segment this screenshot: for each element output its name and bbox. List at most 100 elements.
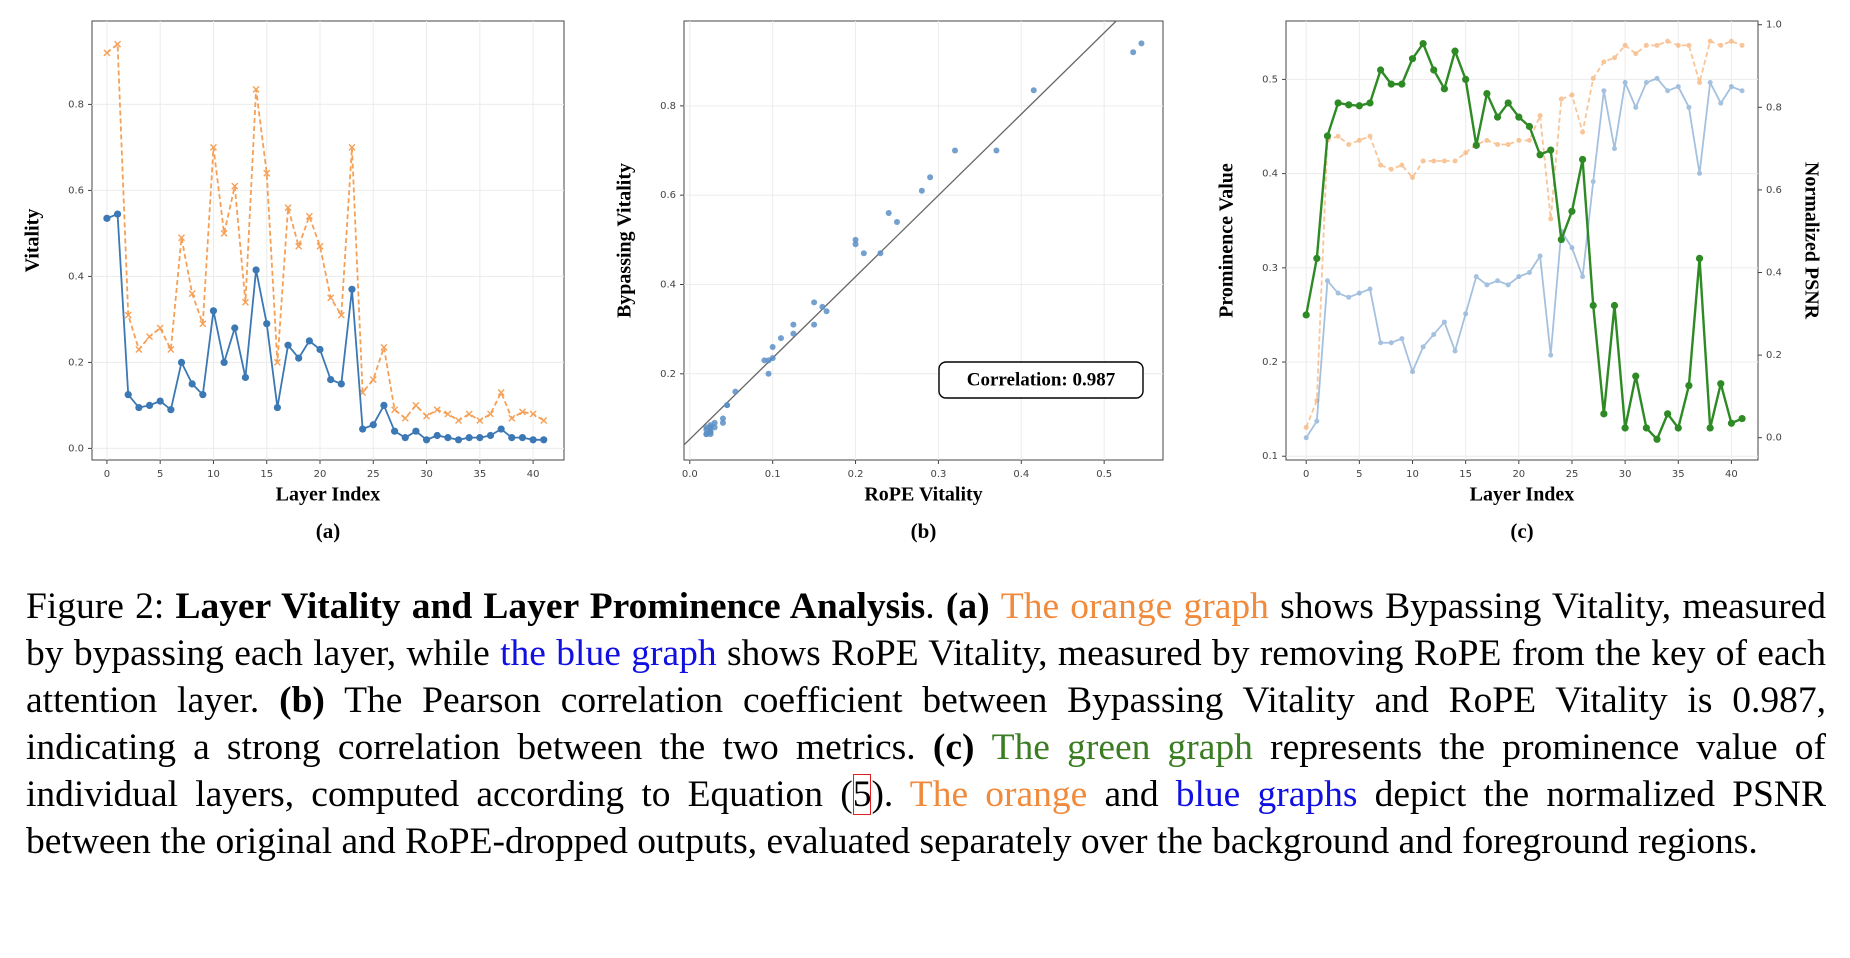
marker xyxy=(348,143,356,151)
marker xyxy=(1697,80,1703,86)
panel-label: (a) xyxy=(316,519,341,543)
caption-text: The orange graph xyxy=(1000,586,1269,627)
points xyxy=(684,21,1145,446)
caption-text: The Pearson correlation coefficient betw… xyxy=(26,680,1826,768)
fit-line xyxy=(684,21,1118,446)
marker xyxy=(1589,301,1597,310)
marker xyxy=(1484,282,1490,288)
x-tick-label: 0.3 xyxy=(930,469,946,480)
marker xyxy=(1633,104,1639,110)
marker xyxy=(1537,113,1543,119)
marker xyxy=(529,436,537,444)
marker xyxy=(1642,424,1650,432)
marker xyxy=(1377,66,1385,74)
marker xyxy=(1557,235,1565,244)
marker xyxy=(412,401,420,409)
x-tick-label: 40 xyxy=(527,469,540,480)
marker xyxy=(241,373,250,382)
marker xyxy=(1611,146,1617,152)
marker xyxy=(1463,150,1469,156)
point xyxy=(769,355,776,362)
marker xyxy=(1463,311,1469,317)
y2-tick-label: 0.0 xyxy=(1766,433,1782,444)
marker xyxy=(252,266,260,274)
y-tick-label: 0.4 xyxy=(660,279,676,290)
marker xyxy=(188,290,196,298)
x-axis-label: RoPE Vitality xyxy=(864,484,982,506)
x-tick-label: 30 xyxy=(1619,469,1632,480)
figure: 0 5 10 15 20 25 30 35 40 0.0 0.2 0.4 0.6 0.8 Layer Ind… xyxy=(22,20,1823,543)
marker xyxy=(241,298,249,306)
marker xyxy=(1548,216,1554,222)
x-tick-label: 15 xyxy=(1459,469,1472,480)
point xyxy=(885,210,892,217)
marker xyxy=(1356,290,1362,296)
marker xyxy=(135,403,143,412)
marker xyxy=(1686,42,1692,48)
marker xyxy=(113,210,122,218)
point xyxy=(893,218,900,225)
caption: Figure 2: Layer Vitality and Layer Promi… xyxy=(26,583,1826,865)
marker xyxy=(1516,274,1522,280)
point xyxy=(951,147,958,154)
marker xyxy=(1717,380,1725,388)
series xyxy=(103,40,548,424)
marker xyxy=(1580,129,1586,135)
marker xyxy=(1504,99,1512,107)
marker xyxy=(1675,84,1681,90)
marker xyxy=(518,408,526,416)
marker xyxy=(476,434,484,442)
caption-text: The green graph xyxy=(991,727,1253,768)
point xyxy=(1130,49,1137,56)
point xyxy=(777,335,784,342)
marker xyxy=(1323,132,1332,140)
marker xyxy=(1303,424,1309,430)
x-tick-label: 40 xyxy=(1725,469,1738,480)
point xyxy=(852,241,859,248)
marker xyxy=(1654,75,1660,81)
marker xyxy=(1346,294,1352,300)
x-tick-label: 25 xyxy=(1566,469,1579,480)
marker xyxy=(1495,141,1501,147)
marker xyxy=(1685,381,1693,390)
marker xyxy=(433,406,441,414)
marker xyxy=(252,85,260,93)
y-tick-label: 0.2 xyxy=(660,369,676,380)
marker xyxy=(1387,80,1395,88)
y2-tick-label: 0.8 xyxy=(1766,102,1782,113)
caption-text: . xyxy=(925,586,946,627)
marker xyxy=(1727,419,1736,427)
marker xyxy=(486,431,495,440)
y-axis-label: Prominence Value xyxy=(1216,163,1238,318)
marker xyxy=(1600,410,1608,418)
y2-tick-label: 0.4 xyxy=(1766,268,1782,279)
caption-text: (c) xyxy=(932,727,992,768)
x-tick-label: 35 xyxy=(1672,469,1685,480)
point xyxy=(790,321,797,328)
marker xyxy=(273,358,281,366)
marker xyxy=(124,391,132,399)
marker xyxy=(1399,162,1405,168)
caption-text: shows RoPE Vitality, measured by removin… xyxy=(26,633,1826,721)
y-tick-label: 0.6 xyxy=(660,190,676,201)
marker xyxy=(1495,278,1501,284)
marker xyxy=(1472,141,1480,149)
x-tick-label: 5 xyxy=(1356,469,1362,480)
series-line xyxy=(106,42,545,422)
marker xyxy=(401,414,409,422)
marker xyxy=(327,294,335,302)
marker xyxy=(188,380,196,388)
point xyxy=(719,419,726,426)
marker xyxy=(1578,155,1587,164)
y-tick-label: 0.2 xyxy=(68,357,84,368)
equation-ref[interactable]: 5 xyxy=(852,774,872,815)
marker xyxy=(103,214,111,222)
marker xyxy=(1643,80,1649,86)
point xyxy=(811,321,818,328)
marker xyxy=(1664,410,1672,418)
plot-frame xyxy=(683,20,1164,461)
marker xyxy=(1706,424,1714,432)
marker xyxy=(199,391,207,399)
marker xyxy=(497,425,505,433)
marker xyxy=(1324,278,1330,284)
